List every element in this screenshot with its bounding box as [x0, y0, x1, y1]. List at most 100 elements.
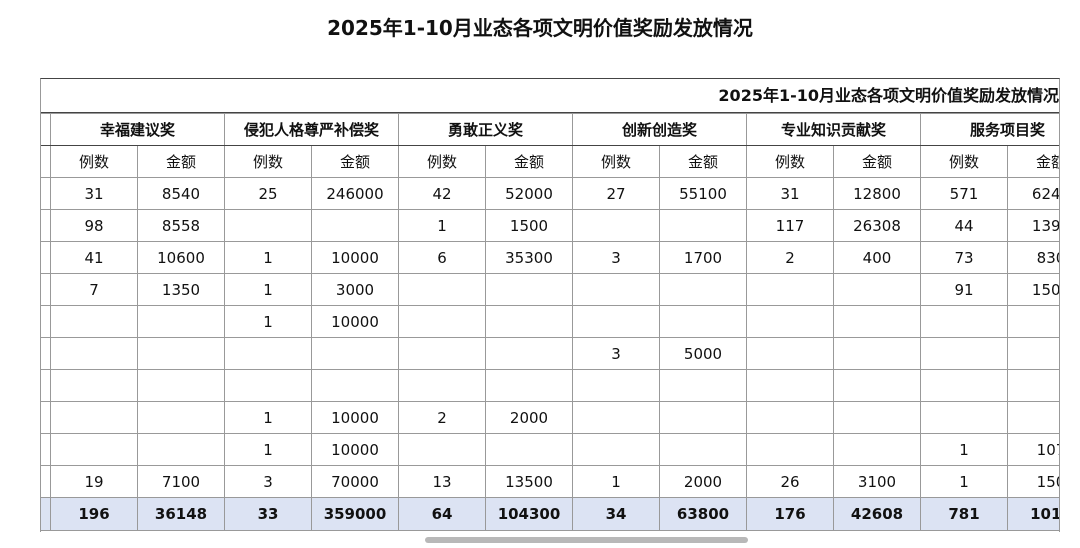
cell: 44 — [920, 209, 1008, 242]
column-header: 例数 — [746, 145, 834, 178]
row-margin — [41, 209, 51, 242]
total-cell: 63800 — [659, 497, 747, 531]
cell — [746, 401, 834, 434]
cell: 91 — [920, 273, 1008, 306]
cell: 117 — [746, 209, 834, 242]
total-cell: 781 — [920, 497, 1008, 531]
cell: 107 — [1007, 433, 1059, 466]
cell: 1 — [920, 433, 1008, 466]
cell: 26308 — [833, 209, 921, 242]
column-header: 金额 — [659, 145, 747, 178]
cell: 400 — [833, 241, 921, 274]
cell — [833, 337, 921, 370]
total-cell: 1013 — [1007, 497, 1059, 531]
cell: 10000 — [311, 241, 399, 274]
cell — [572, 209, 660, 242]
cell — [398, 433, 486, 466]
cell — [224, 209, 312, 242]
sub-row: 例数金额例数金额例数金额例数金额例数金额例数金额 — [41, 145, 1059, 178]
cell: 6 — [398, 241, 486, 274]
cell — [659, 369, 747, 402]
cell: 1396 — [1007, 209, 1059, 242]
cell: 98 — [50, 209, 138, 242]
tot-row: 196 36148 33 359000 64 104300 34 63800 176 42608 7… — [41, 497, 1059, 531]
cell: 1 — [224, 305, 312, 338]
row-margin — [41, 337, 51, 370]
group-header: 勇敢正义奖 — [398, 113, 573, 146]
total-cell: 196 — [50, 497, 138, 531]
row-margin — [41, 273, 51, 306]
cell: 8540 — [137, 177, 225, 210]
award-table: 幸福建议奖 侵犯人格尊严补偿奖 勇敢正义奖 创新创造奖 专业知识贡献奖 服务项目奖 例数 金额… — [41, 113, 1059, 531]
total-cell: 33 — [224, 497, 312, 531]
cell — [833, 401, 921, 434]
cell: 3 — [572, 337, 660, 370]
cell — [920, 337, 1008, 370]
cell: 5000 — [659, 337, 747, 370]
dat-row: 1100001107 — [41, 433, 1059, 466]
cell: 3 — [572, 241, 660, 274]
total-cell: 42608 — [833, 497, 921, 531]
cell: 55100 — [659, 177, 747, 210]
cell — [1007, 401, 1059, 434]
total-cell: 104300 — [485, 497, 573, 531]
cell — [746, 337, 834, 370]
cell: 246000 — [311, 177, 399, 210]
cell: 1500 — [485, 209, 573, 242]
cell — [572, 401, 660, 434]
row-margin — [41, 113, 51, 146]
total-cell: 176 — [746, 497, 834, 531]
row-margin — [41, 497, 51, 531]
total-cell: 64 — [398, 497, 486, 531]
cell — [485, 433, 573, 466]
cell — [137, 305, 225, 338]
cell — [50, 369, 138, 402]
cell — [920, 369, 1008, 402]
cell: 25 — [224, 177, 312, 210]
cell — [1007, 305, 1059, 338]
cell — [920, 305, 1008, 338]
cell: 1700 — [659, 241, 747, 274]
cell — [485, 369, 573, 402]
cell — [137, 369, 225, 402]
cell: 7 — [50, 273, 138, 306]
total-cell: 359000 — [311, 497, 399, 531]
row-margin — [41, 241, 51, 274]
cell: 73 — [920, 241, 1008, 274]
column-header: 例数 — [920, 145, 1008, 178]
cell — [50, 433, 138, 466]
cell — [311, 337, 399, 370]
row-margin — [41, 465, 51, 498]
cell: 52000 — [485, 177, 573, 210]
cell — [833, 305, 921, 338]
column-header: 例数 — [572, 145, 660, 178]
cell: 13 — [398, 465, 486, 498]
cell — [398, 305, 486, 338]
cell: 10000 — [311, 305, 399, 338]
cell: 13500 — [485, 465, 573, 498]
scrollbar[interactable] — [425, 537, 748, 543]
cell — [50, 337, 138, 370]
group-header: 创新创造奖 — [572, 113, 747, 146]
cell — [746, 433, 834, 466]
column-header: 金额 — [485, 145, 573, 178]
cell: 42 — [398, 177, 486, 210]
table-viewport[interactable]: 2025年1-10月业态各项文明价值奖励发放情况 幸福建议奖 侵犯人格尊严补偿奖勇… — [40, 78, 1060, 532]
cell: 35300 — [485, 241, 573, 274]
cell: 1 — [224, 273, 312, 306]
cell: 1500 — [1007, 273, 1059, 306]
cell: 1 — [572, 465, 660, 498]
cell: 830 — [1007, 241, 1059, 274]
cell — [137, 401, 225, 434]
row-margin — [41, 369, 51, 402]
cell: 41 — [50, 241, 138, 274]
cell — [485, 305, 573, 338]
cell — [746, 369, 834, 402]
cell — [50, 401, 138, 434]
cell: 10000 — [311, 433, 399, 466]
table-title: 2025年1-10月业态各项文明价值奖励发放情况 — [41, 79, 1059, 113]
cell: 6246 — [1007, 177, 1059, 210]
dat-row: 1 10000 2 2000 — [41, 401, 1059, 434]
